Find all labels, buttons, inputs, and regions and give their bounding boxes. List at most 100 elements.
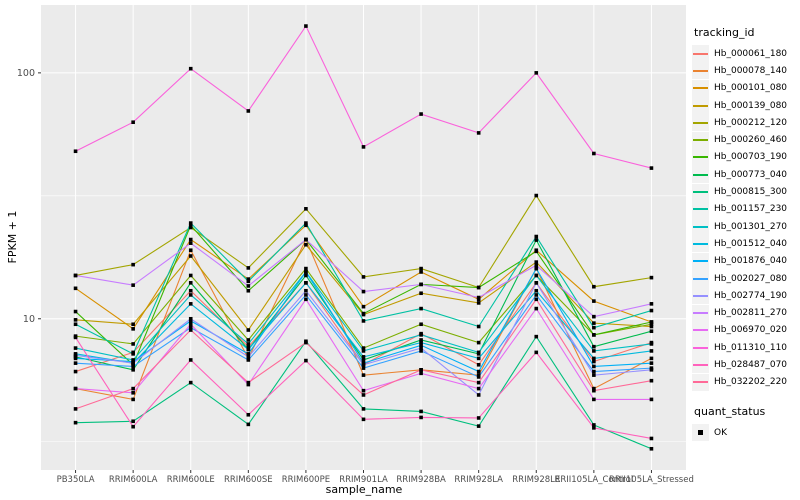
x-tick-label: RRII105LA_Stressed: [609, 475, 694, 485]
legend-entries: Hb_000061_180 Hb_000078_140 Hb_000101_080 H…: [692, 45, 800, 391]
data-point: [361, 355, 366, 359]
data-point: [592, 423, 596, 427]
legend-item-label: Hb_000773_040: [714, 169, 788, 180]
data-point: [592, 321, 596, 325]
data-point: [419, 270, 423, 274]
data-point: [419, 343, 423, 348]
data-point: [649, 349, 654, 353]
data-point: [649, 320, 654, 324]
legend-item-Hb_002027_080: Hb_002027_080: [692, 270, 800, 287]
legend-line-swatch: [692, 200, 709, 218]
axes: 100 10 PB350LA RRIM600LA RRIM600LE RRIM600SE R…: [17, 68, 694, 485]
data-point: [188, 225, 193, 230]
data-point: [73, 335, 78, 340]
data-point: [73, 318, 78, 322]
legend-item-Hb_001301_270: Hb_001301_270: [692, 218, 800, 236]
data-point: [419, 266, 423, 271]
data-point: [592, 356, 596, 361]
data-point: [188, 319, 193, 323]
data-point: [73, 361, 78, 365]
data-point: [304, 24, 308, 28]
legend-item-Hb_011310_110: Hb_011310_110: [692, 339, 800, 357]
legend-item-label: Hb_000139_080: [714, 100, 788, 111]
legend-line-swatch: [692, 148, 709, 166]
legend-line-swatch: [692, 45, 709, 63]
legend-item-Hb_002811_270: Hb_002811_270: [692, 304, 800, 322]
data-point: [534, 263, 539, 268]
x-tick-label: RRIM600LA: [109, 475, 158, 485]
data-point: [534, 350, 539, 355]
legend-panel: tracking_id Hb_000061_180 Hb_000078_140 Hb…: [692, 26, 800, 442]
data-point: [649, 368, 654, 372]
data-point: [649, 275, 654, 280]
data-point: [304, 266, 308, 271]
legend-item-label: Hb_000078_140: [714, 65, 788, 76]
data-point: [419, 409, 423, 414]
y-tick-label: 100: [17, 68, 35, 79]
x-tick-label: RRIM600SE: [224, 475, 273, 485]
data-point: [246, 358, 251, 362]
data-point: [592, 397, 596, 402]
legend-item-label: Hb_002811_270: [714, 308, 788, 319]
data-point: [476, 362, 481, 367]
legend-item-Hb_002774_190: Hb_002774_190: [692, 287, 800, 305]
data-point: [131, 397, 135, 402]
gridlines: [41, 5, 686, 470]
data-point: [73, 346, 78, 350]
legend-title-tracking-id: tracking_id: [694, 26, 755, 39]
legend-item-label: Hb_002027_080: [714, 273, 788, 284]
data-point: [534, 293, 539, 297]
x-tick-label: RRIM928LE: [512, 475, 560, 485]
legend-item-label: Hb_001301_270: [714, 221, 788, 232]
legend-item-label: Hb_001157_230: [714, 204, 788, 215]
legend-item-label: Hb_032202_220: [714, 377, 788, 388]
data-point: [476, 356, 481, 361]
data-point: [592, 388, 596, 393]
data-point: [188, 237, 193, 242]
data-point: [361, 417, 366, 422]
legend-item-label: Hb_000703_190: [714, 152, 788, 163]
data-point: [131, 342, 135, 346]
legend-item-Hb_001157_230: Hb_001157_230: [692, 200, 800, 218]
data-point: [188, 281, 193, 285]
legend-line-swatch: [692, 252, 709, 270]
data-point: [534, 193, 539, 198]
legend-item-label: Hb_006970_020: [714, 325, 788, 336]
data-point: [246, 355, 251, 359]
data-point: [649, 446, 654, 451]
data-point: [73, 407, 78, 411]
legend-item-label: Hb_001876_040: [714, 256, 788, 267]
legend-line-swatch: [692, 79, 709, 97]
data-point: [304, 270, 308, 274]
data-point: [131, 322, 135, 327]
data-point: [361, 366, 366, 370]
data-point: [246, 342, 251, 346]
data-point: [419, 291, 423, 296]
data-point: [419, 340, 423, 345]
data-point: [534, 266, 539, 271]
legend-item-label: Hb_011310_110: [714, 342, 788, 353]
data-point: [188, 293, 193, 297]
data-point: [246, 266, 251, 270]
data-point: [361, 311, 366, 316]
data-point: [476, 324, 481, 329]
data-point: [649, 324, 654, 329]
data-point: [476, 340, 481, 345]
legend-item-label: Hb_000212_120: [714, 117, 788, 128]
legend-item-label: Hb_000815_300: [714, 187, 788, 198]
legend-line-swatch: [692, 131, 709, 149]
data-point: [73, 309, 78, 314]
data-point: [246, 412, 251, 417]
x-tick-label: RRIM901LA: [339, 475, 388, 485]
data-point: [476, 393, 481, 397]
legend-item-ok: OK: [692, 424, 800, 442]
data-point: [131, 361, 135, 365]
data-point: [592, 359, 596, 364]
data-point: [592, 426, 596, 430]
data-point: [304, 221, 308, 225]
data-point: [304, 293, 308, 297]
legend-line-swatch: [692, 62, 709, 80]
legend-item-label: Hb_028487_070: [714, 359, 788, 370]
